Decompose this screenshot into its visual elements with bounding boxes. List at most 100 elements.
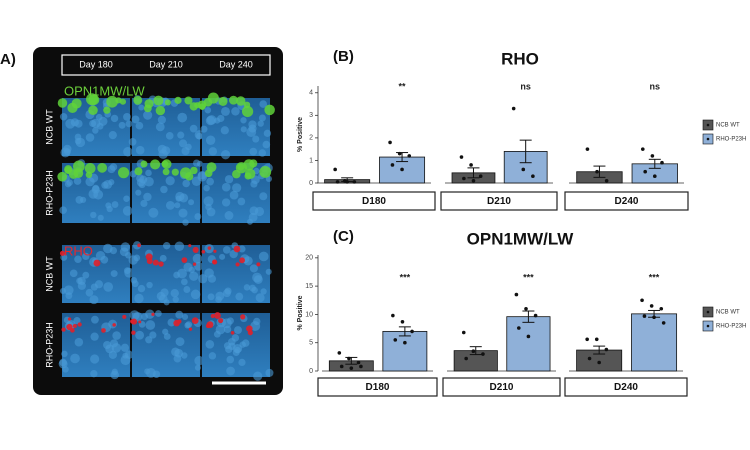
nucleus xyxy=(75,137,86,148)
data-point xyxy=(517,326,521,330)
nucleus xyxy=(177,131,185,139)
nucleus xyxy=(145,309,155,319)
nucleus xyxy=(103,340,112,350)
nucleus xyxy=(192,159,201,167)
red-signal xyxy=(77,322,82,327)
nucleus xyxy=(90,332,99,341)
nucleus xyxy=(183,286,191,293)
green-signal xyxy=(57,171,68,182)
nucleus xyxy=(237,197,246,206)
data-point xyxy=(533,313,538,318)
green-signal xyxy=(64,166,72,174)
nucleus xyxy=(205,135,216,145)
y-tick-label: 4 xyxy=(309,90,313,97)
marker-label: RHO xyxy=(64,243,93,258)
nucleus xyxy=(250,180,258,188)
red-signal xyxy=(122,314,127,319)
nucleus xyxy=(106,205,113,213)
nucleus xyxy=(59,113,68,121)
green-signal xyxy=(97,162,108,173)
nucleus xyxy=(148,207,159,218)
nucleus xyxy=(190,289,201,300)
green-signal xyxy=(189,102,198,111)
nucleus xyxy=(85,133,95,142)
nucleus xyxy=(91,315,99,324)
nucleus xyxy=(196,132,203,140)
nucleus xyxy=(85,288,94,297)
data-point xyxy=(407,154,412,158)
green-signal xyxy=(218,96,228,106)
nucleus xyxy=(82,271,90,279)
nucleus xyxy=(155,122,165,132)
data-point xyxy=(352,180,357,184)
nucleus xyxy=(97,214,104,221)
nucleus xyxy=(208,352,217,360)
green-signal xyxy=(103,106,111,114)
bar xyxy=(506,316,551,372)
nucleus xyxy=(59,206,67,215)
nucleus xyxy=(152,370,161,379)
marker-label: OPN1MW/LW xyxy=(64,83,145,98)
nucleus xyxy=(111,201,119,208)
nucleus xyxy=(249,264,258,273)
data-point xyxy=(652,174,657,179)
data-point xyxy=(514,292,519,297)
panel-label: A) xyxy=(0,51,16,68)
day-label: Day 180 xyxy=(79,59,113,69)
nucleus xyxy=(124,267,135,278)
red-signal xyxy=(212,259,218,265)
nucleus xyxy=(145,169,152,177)
nucleus xyxy=(123,112,131,121)
nucleus xyxy=(58,359,68,369)
row-label: NCB WT xyxy=(44,109,54,145)
nucleus xyxy=(221,198,231,207)
nucleus xyxy=(208,147,218,156)
data-point xyxy=(594,337,599,342)
nucleus xyxy=(226,317,234,325)
nucleus xyxy=(234,326,242,335)
nucleus xyxy=(180,278,188,286)
nucleus xyxy=(89,119,97,128)
nucleus xyxy=(194,261,204,271)
data-point xyxy=(585,147,590,151)
nucleus xyxy=(108,179,115,186)
nucleus xyxy=(260,288,267,295)
category-label: D210 xyxy=(487,196,511,207)
green-signal xyxy=(85,171,93,179)
data-point xyxy=(397,151,402,156)
data-point xyxy=(524,306,528,311)
red-signal xyxy=(67,317,72,321)
green-signal xyxy=(88,94,100,106)
nucleus xyxy=(128,137,137,146)
red-signal xyxy=(188,244,192,248)
nucleus xyxy=(133,254,141,262)
red-signal xyxy=(158,261,164,267)
nucleus xyxy=(123,195,130,203)
nucleus xyxy=(100,255,109,264)
green-signal xyxy=(133,95,143,105)
nucleus xyxy=(189,271,199,281)
nucleus xyxy=(63,285,74,296)
y-tick-label: 5 xyxy=(309,340,313,347)
nucleus xyxy=(119,247,129,257)
green-signal xyxy=(84,162,96,174)
nucleus xyxy=(220,106,230,116)
nucleus xyxy=(204,106,212,114)
green-signal xyxy=(241,105,254,118)
nucleus xyxy=(197,171,208,182)
nucleus xyxy=(70,353,80,364)
green-signal xyxy=(259,166,272,178)
data-point xyxy=(356,360,361,365)
y-tick-label: 10 xyxy=(305,311,313,318)
nucleus xyxy=(189,124,198,133)
red-signal xyxy=(213,249,217,253)
nucleus xyxy=(162,328,169,335)
data-point xyxy=(511,106,516,111)
nucleus xyxy=(139,175,148,184)
nucleus xyxy=(157,115,166,124)
green-signal xyxy=(88,105,98,115)
data-point xyxy=(659,306,664,311)
nucleus xyxy=(188,199,195,206)
data-point xyxy=(339,364,344,369)
nucleus xyxy=(75,196,84,204)
